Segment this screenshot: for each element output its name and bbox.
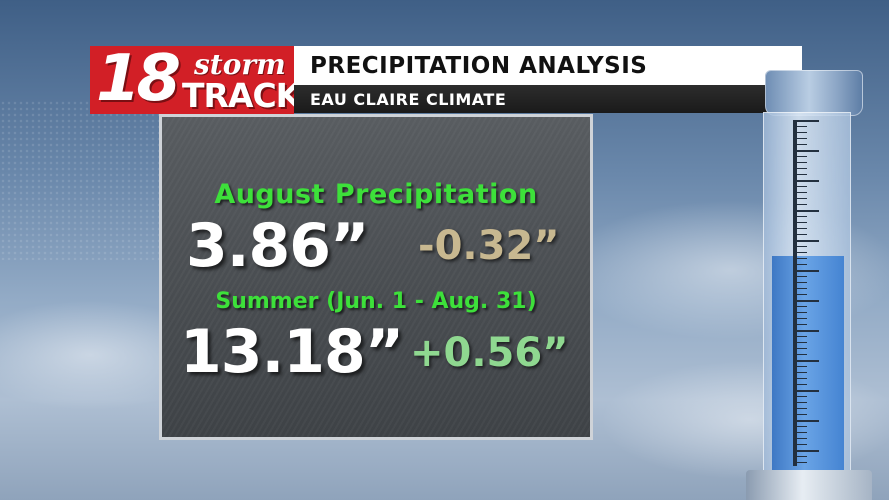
summer-departure: +0.56”: [410, 330, 569, 376]
summer-total: 13.18”: [180, 317, 404, 387]
page-subtitle: EAU CLAIRE CLIMATE: [310, 89, 507, 109]
gauge-base: [746, 470, 872, 500]
august-total: 3.86”: [186, 211, 369, 281]
gauge-ticks: [797, 120, 819, 466]
summer-label: Summer (Jun. 1 - Aug. 31): [215, 289, 537, 314]
precipitation-panel: August Precipitation 3.86” -0.32” Summer…: [159, 114, 593, 440]
title-bar: PRECIPITATION ANALYSIS: [294, 46, 802, 85]
gauge-scale: [793, 120, 797, 466]
logo-number: 18: [96, 46, 181, 114]
logo-word-storm: storm: [194, 48, 286, 81]
subtitle-bar: EAU CLAIRE CLIMATE: [294, 85, 802, 113]
august-departure: -0.32”: [418, 223, 560, 269]
storm-track-logo: 18 storm TRACK: [90, 46, 294, 114]
logo-word-track: TRACK: [182, 76, 294, 114]
gauge-funnel: [765, 70, 863, 116]
page-title: PRECIPITATION ANALYSIS: [310, 52, 648, 79]
august-label: August Precipitation: [214, 179, 538, 210]
panel-texture: [162, 117, 590, 437]
